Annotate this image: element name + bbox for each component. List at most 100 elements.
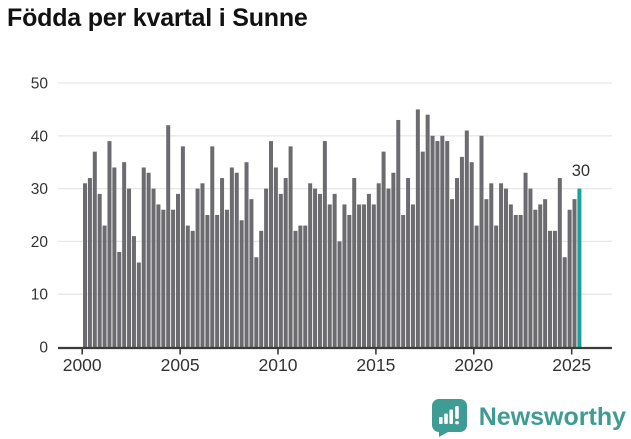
bar <box>479 135 484 347</box>
bar <box>127 188 132 347</box>
bar <box>156 204 161 347</box>
newsworthy-chart-bubble-icon <box>431 399 467 437</box>
bar <box>376 183 381 347</box>
bar <box>371 204 376 347</box>
bar <box>518 215 523 347</box>
bar <box>185 225 190 347</box>
bar <box>102 225 107 347</box>
bar <box>415 109 420 348</box>
bar <box>464 130 469 347</box>
bar <box>484 199 489 347</box>
bar <box>220 178 225 347</box>
bar <box>254 257 259 347</box>
bar <box>543 199 548 347</box>
bar <box>332 193 337 347</box>
bar <box>278 193 283 347</box>
bar <box>508 204 513 347</box>
bar <box>97 193 102 347</box>
y-tick-label: 10 <box>31 287 49 304</box>
bar <box>205 215 210 347</box>
bar <box>269 141 274 347</box>
bar <box>503 188 508 347</box>
bar <box>381 151 386 347</box>
bar <box>548 230 553 347</box>
bar <box>489 183 494 347</box>
bar <box>562 257 567 347</box>
bar <box>200 183 205 347</box>
x-axis-line <box>58 346 612 355</box>
newsworthy-logo-text: Newsworthy <box>478 403 626 431</box>
bar <box>317 193 322 347</box>
bar <box>362 204 367 347</box>
bar <box>455 178 460 347</box>
bar <box>396 119 401 348</box>
bar <box>459 156 464 347</box>
bar <box>190 230 195 347</box>
bar <box>264 188 269 347</box>
x-tick-label: 2015 <box>356 355 395 375</box>
bar <box>239 220 244 347</box>
x-tick-label: 2025 <box>552 355 591 375</box>
x-tick-label: 2005 <box>161 355 200 375</box>
bar <box>92 151 97 347</box>
bar <box>435 141 440 347</box>
bar <box>229 167 234 347</box>
bar <box>249 199 254 347</box>
bar <box>293 230 298 347</box>
bar <box>406 178 411 347</box>
bar <box>494 225 499 347</box>
bar <box>322 141 327 347</box>
bar <box>224 209 229 347</box>
bar <box>552 230 557 347</box>
bar <box>445 141 450 347</box>
y-axis-labels: 0 10 20 30 40 50 <box>31 76 49 357</box>
bar <box>450 199 455 347</box>
bar <box>146 172 151 347</box>
bar <box>557 178 562 347</box>
x-tick-label: 2010 <box>259 355 298 375</box>
bar <box>234 172 239 347</box>
bar <box>342 204 347 347</box>
bar <box>195 188 200 347</box>
y-tick-label: 40 <box>31 128 49 145</box>
bar <box>533 209 538 347</box>
x-tick-label: 2020 <box>454 355 493 375</box>
bar <box>166 125 171 348</box>
bar <box>337 241 342 347</box>
bar <box>171 209 176 347</box>
y-tick-label: 20 <box>31 234 49 251</box>
bar <box>87 178 92 347</box>
bar <box>303 225 308 347</box>
bar <box>366 193 371 347</box>
bar <box>420 151 425 347</box>
bar <box>151 188 156 347</box>
y-tick-label: 0 <box>39 340 48 357</box>
bar <box>83 183 87 347</box>
bar <box>244 162 249 347</box>
newsworthy-logo[interactable]: Newsworthy <box>431 398 626 437</box>
highlight-bar <box>577 188 582 347</box>
bar <box>567 209 572 347</box>
bar <box>180 146 185 347</box>
bar <box>528 188 533 347</box>
bar <box>112 167 117 347</box>
bar <box>523 172 528 347</box>
y-tick-label: 30 <box>31 181 49 198</box>
bar <box>474 225 479 347</box>
bar <box>401 215 406 347</box>
bar <box>410 204 415 347</box>
bar <box>538 204 543 347</box>
bar <box>327 204 332 347</box>
bar <box>469 162 474 347</box>
bar <box>288 146 293 347</box>
bar <box>210 146 215 347</box>
bar <box>513 215 518 347</box>
bar <box>308 183 313 347</box>
bar <box>391 172 396 347</box>
bar <box>283 178 288 347</box>
bar <box>347 215 352 347</box>
bar <box>572 199 577 347</box>
bar <box>141 167 146 347</box>
